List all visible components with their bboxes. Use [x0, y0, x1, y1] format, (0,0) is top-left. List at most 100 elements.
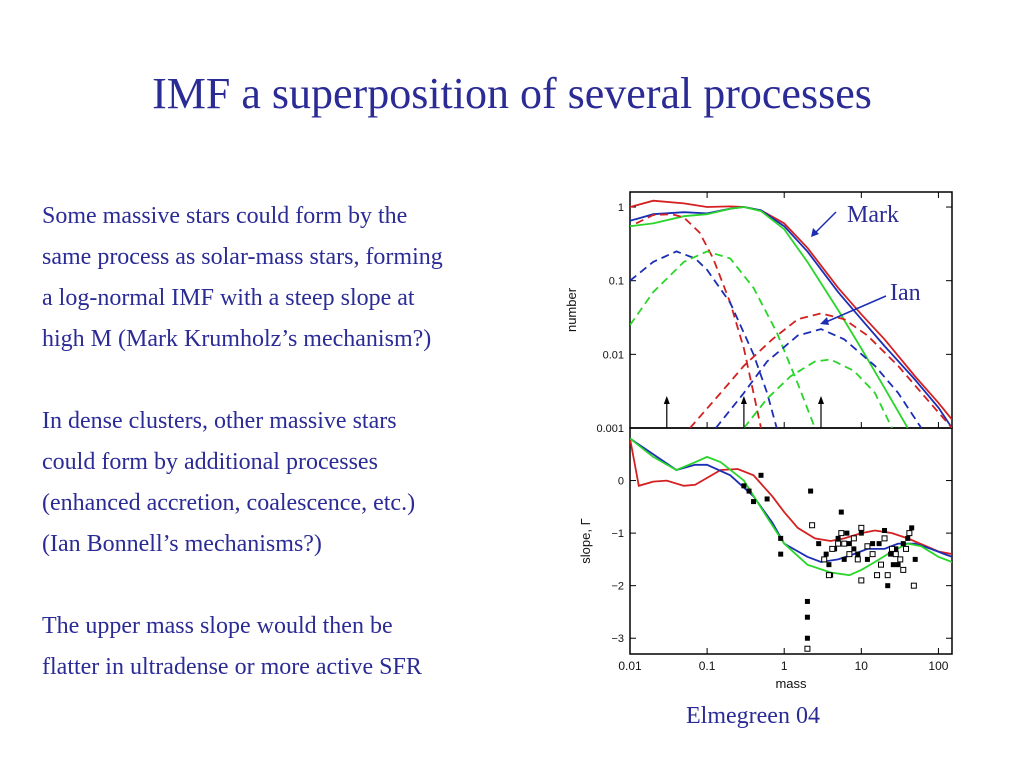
observation-filled-point [808, 488, 814, 494]
x-tick-label: 0.01 [618, 659, 642, 673]
observation-open-point [829, 545, 836, 552]
number-series-red-dashed [635, 213, 762, 428]
observation-open-point [825, 572, 832, 579]
observation-open-point [835, 540, 842, 547]
observation-open-point [884, 572, 891, 579]
slope-series-group [630, 437, 952, 577]
observation-open-point [809, 522, 816, 529]
observation-filled-point [826, 562, 832, 568]
paragraph-2: In dense clusters, other massive stars c… [42, 401, 562, 565]
observation-open-point [881, 535, 888, 542]
slope-y-tick-label: −2 [611, 581, 624, 593]
observation-open-point [869, 551, 876, 558]
observation-filled-point [864, 556, 870, 562]
slope-series-blue [630, 437, 952, 563]
slope-series-green [630, 437, 952, 577]
paragraph-line: Some massive stars could form by the [42, 203, 408, 229]
number-series-green-dashed [743, 358, 893, 428]
observation-open-point [850, 535, 857, 542]
observation-open-point [858, 577, 865, 584]
observation-open-point [892, 551, 899, 558]
observation-filled-point [893, 546, 899, 552]
observation-filled-point [870, 541, 876, 547]
observation-filled-point [900, 541, 906, 547]
observation-open-point [846, 551, 853, 558]
annotation-mark-arrow [813, 211, 837, 235]
annotation-mark-arrowhead [811, 228, 819, 237]
x-tick-label: 1 [781, 659, 788, 673]
x-axis-label: mass [775, 676, 807, 691]
paragraph-line: high M (Mark Krumholz’s mechanism?) [42, 326, 432, 352]
observation-open-point [897, 556, 904, 563]
observation-filled-point [895, 562, 901, 568]
mass-marker-arrowhead [817, 396, 824, 404]
observation-filled-point [778, 535, 784, 541]
body-text: Some massive stars could form by the sam… [42, 196, 562, 688]
observation-filled-point [909, 525, 915, 531]
slope-series-red [630, 438, 952, 555]
observation-open-point [841, 540, 848, 547]
number-series-blue-dashed [715, 328, 923, 428]
paragraph-line: The upper mass slope would then be [42, 613, 393, 639]
mass-marker-arrowhead [740, 396, 747, 404]
number-series-green-dashed [630, 250, 816, 428]
observation-filled-point [804, 635, 810, 641]
observation-open-point [910, 582, 917, 589]
observation-filled-point [912, 556, 918, 562]
number-series-group [630, 199, 952, 428]
observation-filled-point [804, 614, 810, 620]
number-series-blue-solid [630, 206, 952, 428]
observation-filled-point [835, 535, 841, 541]
number-series-red-solid [630, 199, 952, 421]
observation-filled-point [876, 541, 882, 547]
observation-filled-point [846, 541, 852, 547]
observation-open-point [864, 543, 871, 550]
number-series-red-dashed [689, 312, 952, 428]
number-y-tick-label: 1 [618, 202, 624, 214]
paragraph-1: Some massive stars could form by the sam… [42, 196, 562, 360]
observation-filled-point [905, 535, 911, 541]
observation-open-point [889, 545, 896, 552]
annotation-ian-arrow [825, 295, 887, 323]
paragraph-line: In dense clusters, other massive stars [42, 408, 397, 434]
observation-open-point [858, 524, 865, 531]
observation-filled-point [741, 483, 747, 489]
observation-open-point [906, 530, 913, 537]
paragraph-line: same process as solar-mass stars, formin… [42, 244, 443, 270]
number-series-blue-dashed [630, 250, 778, 428]
observation-filled-point [851, 546, 857, 552]
observation-filled-point [838, 509, 844, 515]
slope-y-tick-label: 0 [618, 476, 624, 488]
observation-filled-point [882, 527, 888, 533]
mass-marker-arrowhead [663, 396, 670, 404]
slope-panel-frame [629, 427, 953, 655]
paragraph-3: The upper mass slope would then be flatt… [42, 606, 562, 688]
paragraph-line: (enhanced accretion, coalescence, etc.) [42, 490, 416, 516]
paragraph-line: a log-normal IMF with a steep slope at [42, 285, 415, 311]
x-tick-label: 0.1 [699, 659, 716, 673]
number-axis-label: number [564, 287, 579, 332]
observation-filled-point [858, 530, 864, 536]
observation-open-point [854, 556, 861, 563]
observation-filled-point [778, 551, 784, 557]
observation-open-point [903, 545, 910, 552]
annotation-ian: Ian [890, 280, 921, 306]
number-y-tick-label: 0.001 [596, 423, 624, 435]
observation-filled-point [804, 598, 810, 604]
observation-filled-point [890, 562, 896, 568]
observation-open-point [838, 530, 845, 537]
figure-caption: Elmegreen 04 [686, 703, 820, 729]
slope-y-tick-label: −1 [611, 528, 624, 540]
x-tick-label: 100 [928, 659, 948, 673]
number-series-green-solid [630, 206, 909, 428]
paragraph-line: flatter in ultradense or more active SFR [42, 654, 422, 680]
observation-filled-point [888, 551, 894, 557]
observation-open-point [877, 561, 884, 568]
observation-filled-point [844, 530, 850, 536]
x-tick-label: 10 [855, 659, 869, 673]
observation-filled-point [751, 499, 757, 505]
observation-filled-point [841, 556, 847, 562]
number-y-tick-label: 0.1 [609, 276, 624, 288]
paragraph-line: (Ian Bonnell’s mechanisms?) [42, 531, 322, 557]
